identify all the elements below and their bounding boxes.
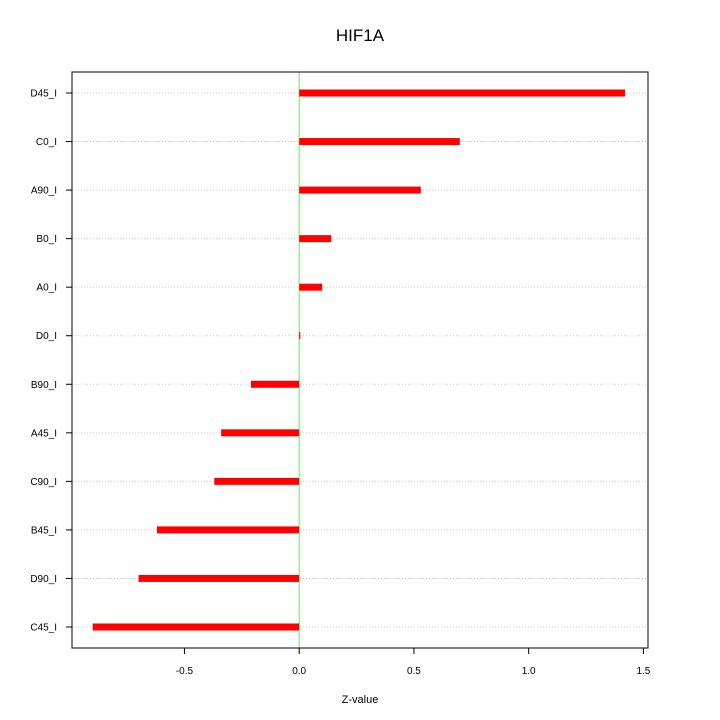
bar [299,186,421,194]
bar [299,332,301,340]
y-tick-label: B45_I [31,525,57,536]
y-tick-label: C0_I [36,137,57,148]
plot-frame [71,71,649,649]
bar [299,138,460,146]
y-tick-label: D90_I [30,574,57,585]
x-tick-label: -0.5 [176,666,194,677]
y-tick-label: A90_I [31,186,57,197]
x-axis: -0.5 0.0 0.5 1.0 1.5 [176,647,651,677]
y-tick-label: D0_I [36,331,57,342]
bar [250,380,300,388]
x-tick-label: 0.5 [407,666,421,677]
y-tick-label: A45_I [31,428,57,439]
y-tick-label: C45_I [30,623,57,634]
bar [299,89,626,97]
x-tick-label: 1.0 [522,666,536,677]
y-axis: D45_I C0_I A90_I B0_I A0_I D0_I B90_I A45_I C90_… [30,89,72,634]
y-tick-label: D45_I [30,89,57,100]
bar [299,283,323,291]
bar [92,623,300,631]
x-axis-label: Z-value [342,694,379,706]
bar [214,477,300,485]
x-tick-label: 1.5 [636,666,650,677]
y-tick-label: A0_I [36,283,57,294]
grid-lines [72,92,648,628]
x-tick-label: 0.0 [292,666,306,677]
chart-title: HIF1A [336,26,385,45]
bars [92,89,626,631]
bar [299,235,332,243]
y-tick-label: B90_I [31,380,57,391]
bar [138,574,300,582]
y-tick-label: C90_I [30,477,57,488]
bar [156,526,300,534]
bar [221,429,300,437]
y-tick-label: B0_I [36,234,57,245]
